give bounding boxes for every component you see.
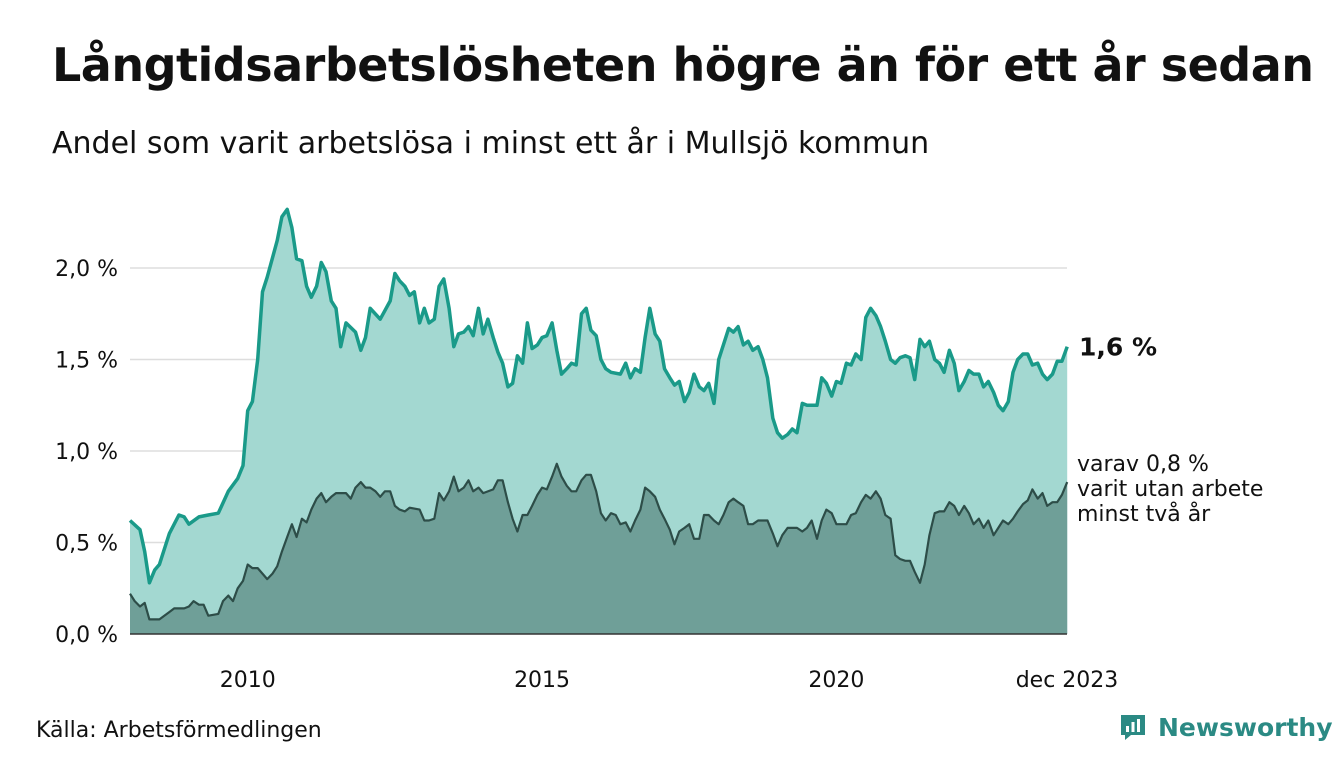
y-tick-label: 1,0 % bbox=[55, 440, 118, 465]
brand-logo[interactable]: Newsworthy bbox=[1118, 712, 1333, 742]
end-label-longterm: minst två år bbox=[1077, 501, 1211, 527]
source-note: Källa: Arbetsförmedlingen bbox=[36, 718, 322, 743]
x-tick-label: 2015 bbox=[514, 668, 570, 693]
x-tick-label: 2010 bbox=[220, 668, 276, 693]
series-total-line bbox=[128, 207, 1069, 585]
y-tick-label: 0,0 % bbox=[55, 623, 118, 648]
y-tick-label: 0,5 % bbox=[55, 532, 118, 557]
chart-title: Långtidsarbetslösheten högre än för ett … bbox=[52, 38, 1314, 92]
newsworthy-logo-icon bbox=[1121, 715, 1145, 740]
end-label-longterm: varit utan arbete bbox=[1077, 477, 1263, 502]
chart-subtitle: Andel som varit arbetslösa i minst ett å… bbox=[52, 126, 930, 161]
y-tick-label: 1,5 % bbox=[55, 349, 118, 374]
end-label-total: 1,6 % bbox=[1079, 333, 1157, 362]
series-longterm-area bbox=[130, 463, 1068, 634]
x-tick-label: 2020 bbox=[808, 668, 864, 693]
x-tick-label: dec 2023 bbox=[1016, 668, 1119, 693]
end-label-longterm: varav 0,8 % bbox=[1077, 452, 1209, 477]
y-tick-label: 2,0 % bbox=[55, 257, 118, 282]
brand-name: Newsworthy bbox=[1158, 712, 1333, 742]
series-longterm-line bbox=[129, 462, 1069, 621]
